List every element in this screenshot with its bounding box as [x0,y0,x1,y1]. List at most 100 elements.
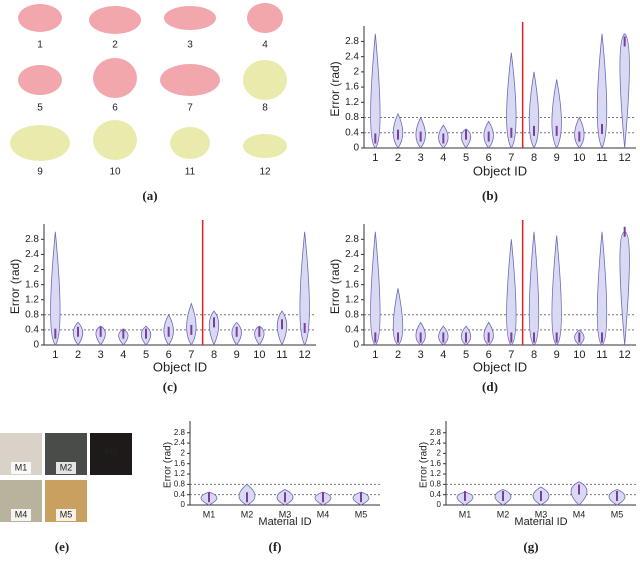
x-tick-label: M2 [241,509,254,519]
violin [186,302,197,346]
violin [619,33,630,149]
y-tick-label: 1.2 [430,469,442,478]
object-label: 7 [187,103,193,114]
violin [506,239,517,346]
x-tick-label: 2 [395,152,401,164]
y-tick-label: 2 [181,448,186,457]
violin [370,33,381,149]
y-tick-label: 0.4 [174,490,186,499]
y-tick-label: 1.6 [345,279,359,290]
x-tick-label: M1 [459,509,472,519]
y-tick-label: 0 [353,143,359,154]
x-tick-label: M5 [611,509,624,519]
x-tick-label: 12 [619,349,631,361]
x-axis-label: Material ID [514,516,567,528]
object-label: 3 [187,40,193,51]
panel-caption: (f) [269,539,282,554]
panel-caption: (e) [55,539,69,554]
x-tick-label: 2 [395,349,401,361]
label-background [56,509,76,521]
x-tick-label: 9 [554,152,560,164]
panel-caption: (d) [482,379,498,394]
y-tick-label: 0.8 [345,309,359,320]
y-tick-label: 2.4 [345,51,359,62]
object-images [10,3,287,161]
object-label: 1 [37,40,43,51]
x-axis-label: Material ID [258,516,311,528]
y-tick-label: 1.6 [430,459,442,468]
y-tick-label: 2 [353,67,359,78]
x-axis-label: Object ID [473,163,527,178]
x-tick-label: 2 [75,349,81,361]
y-tick-label: 2.4 [345,249,359,260]
y-tick-label: 2.4 [25,249,39,260]
x-tick-label: 7 [508,152,514,164]
x-tick-label: 9 [234,349,240,361]
y-tick-label: 1.6 [25,279,39,290]
object-label: 10 [109,167,121,178]
violin [551,79,562,149]
label-background [11,509,31,521]
x-tick-label: 7 [508,349,514,361]
x-tick-label: 8 [531,152,537,164]
object-label: 8 [262,103,268,114]
y-tick-label: 0.4 [345,325,359,336]
x-tick-label: M5 [355,509,368,519]
violin [619,231,630,346]
panel-caption: (b) [482,188,498,203]
violin [392,288,404,346]
x-tick-label: 1 [52,349,58,361]
label-background [11,462,31,474]
x-tick-label: 6 [166,349,172,361]
x-tick-label: 3 [98,349,104,361]
object-label: 9 [37,167,43,178]
y-tick-label: 2 [353,264,359,275]
y-tick-label: 1.2 [174,469,186,478]
x-tick-label: 11 [596,349,607,361]
x-tick-label: 5 [463,349,469,361]
x-tick-label: 10 [253,349,265,361]
y-tick-label: 0.4 [345,127,359,138]
y-tick-label: 0 [33,340,39,351]
x-tick-label: 8 [531,349,537,361]
y-axis-label: Error (rad) [419,442,430,488]
violin [370,231,381,346]
x-tick-label: 6 [486,349,492,361]
y-tick-label: 2.8 [345,36,359,47]
x-tick-label: M3 [279,509,292,519]
y-axis-label: Error (rad) [328,61,342,116]
y-tick-label: 0.8 [345,112,359,123]
material-label: M5 [60,509,73,519]
y-tick-label: 0 [437,500,442,509]
object-label: 2 [112,40,118,51]
x-tick-label: 4 [440,349,446,361]
y-tick-label: 1.6 [174,459,186,468]
y-tick-label: 2.8 [345,234,359,245]
x-tick-label: 6 [486,152,492,164]
x-tick-label: 9 [554,349,560,361]
violin [506,52,517,149]
object-label: 6 [112,103,118,114]
panel-caption: (a) [142,188,157,203]
material-label: M1 [15,462,28,472]
y-axis-label: Error (rad) [163,442,174,488]
x-tick-label: 11 [276,349,287,361]
label-background [56,462,76,474]
material-label: M4 [15,509,28,519]
y-axis-label: Error (rad) [8,259,22,314]
y-tick-label: 1.2 [345,294,359,305]
y-tick-label: 2.8 [25,234,39,245]
x-tick-label: 7 [188,349,194,361]
y-tick-label: 2 [437,448,442,457]
panel-caption: (c) [163,379,177,394]
violin [50,231,61,346]
x-tick-label: 10 [573,349,585,361]
x-tick-label: 4 [120,349,126,361]
x-tick-label: 11 [596,152,607,164]
y-tick-label: 0 [181,500,186,509]
y-tick-label: 2.8 [430,428,442,437]
x-tick-label: M1 [203,509,216,519]
y-tick-label: 2.8 [174,428,186,437]
violin [596,33,608,149]
